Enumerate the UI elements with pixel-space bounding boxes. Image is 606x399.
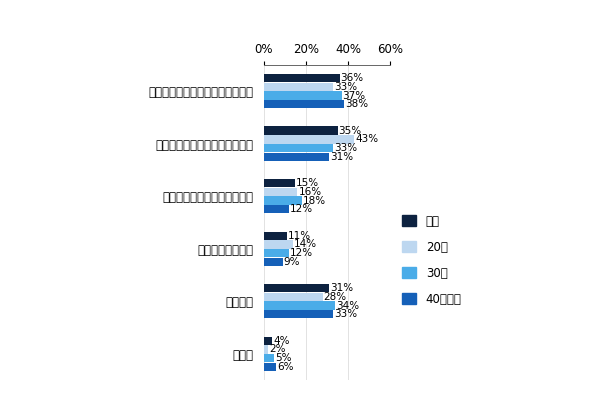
Bar — [264, 363, 276, 371]
Text: 6%: 6% — [277, 362, 294, 372]
Bar — [264, 345, 268, 354]
Text: 37%: 37% — [342, 91, 366, 101]
Bar — [264, 144, 333, 152]
Text: 36%: 36% — [341, 73, 364, 83]
Bar — [264, 188, 298, 196]
Text: 38%: 38% — [345, 99, 368, 109]
Bar — [264, 231, 287, 240]
Text: 11%: 11% — [288, 231, 311, 241]
Bar — [264, 91, 342, 100]
Text: 31%: 31% — [330, 152, 353, 162]
Bar — [264, 126, 338, 135]
Bar — [264, 310, 333, 318]
Bar — [264, 249, 289, 257]
Text: 33%: 33% — [334, 82, 358, 92]
Bar — [264, 301, 336, 310]
Bar — [264, 258, 283, 266]
Bar — [264, 196, 302, 205]
Bar — [264, 293, 323, 301]
Text: 12%: 12% — [290, 248, 313, 258]
Text: 33%: 33% — [334, 309, 358, 319]
Text: 33%: 33% — [334, 143, 358, 153]
Text: 28%: 28% — [324, 292, 347, 302]
Bar — [264, 83, 333, 91]
Text: 43%: 43% — [355, 134, 378, 144]
Text: 34%: 34% — [336, 300, 359, 310]
Text: 5%: 5% — [275, 353, 291, 363]
Text: 14%: 14% — [294, 239, 317, 249]
Bar — [264, 336, 272, 345]
Text: 12%: 12% — [290, 204, 313, 214]
Bar — [264, 152, 329, 161]
Bar — [264, 205, 289, 213]
Text: 31%: 31% — [330, 283, 353, 293]
Text: 18%: 18% — [302, 196, 325, 205]
Bar — [264, 100, 344, 109]
Text: 2%: 2% — [269, 344, 285, 354]
Text: 4%: 4% — [273, 336, 290, 346]
Bar — [264, 284, 329, 292]
Bar — [264, 135, 355, 144]
Legend: 全体, 20代, 30代, 40代以上: 全体, 20代, 30代, 40代以上 — [398, 210, 467, 310]
Bar — [264, 74, 339, 82]
Bar — [264, 240, 293, 249]
Text: 15%: 15% — [296, 178, 319, 188]
Text: 35%: 35% — [338, 126, 362, 136]
Bar — [264, 354, 275, 362]
Bar — [264, 179, 295, 188]
Text: 9%: 9% — [284, 257, 300, 267]
Text: 16%: 16% — [298, 187, 321, 197]
